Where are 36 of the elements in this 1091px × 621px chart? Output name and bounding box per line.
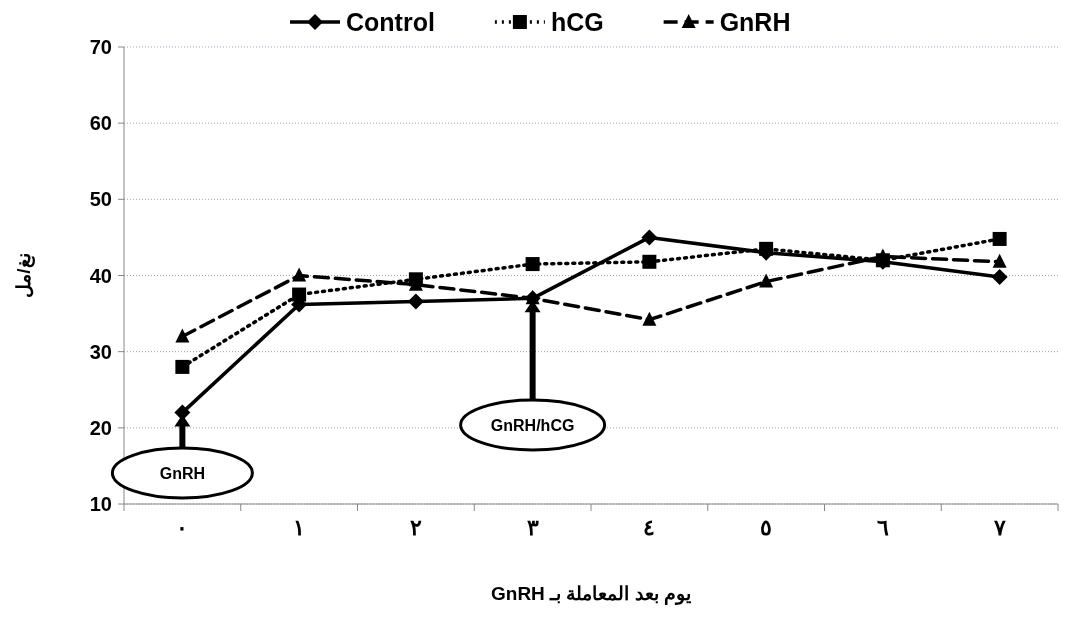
point xyxy=(992,231,1007,246)
y-tick-label: 10 xyxy=(89,493,112,515)
annotation: GnRH/hCG xyxy=(490,417,575,434)
point xyxy=(292,267,307,282)
point xyxy=(292,287,307,302)
y-tick-label: 50 xyxy=(89,188,112,211)
annotation: GnRH xyxy=(159,465,206,482)
point xyxy=(991,269,1008,286)
point xyxy=(525,257,540,272)
point xyxy=(759,273,774,288)
y-tick-label: 40 xyxy=(89,264,112,287)
x-tick-label: ٦ xyxy=(876,515,889,540)
point xyxy=(759,241,774,256)
x-tick-label: ١ xyxy=(293,515,306,540)
x-tick-label: ٤ xyxy=(643,515,656,540)
y-tick-label: 70 xyxy=(89,36,112,58)
y-tick-label: 20 xyxy=(89,416,112,439)
point xyxy=(642,254,657,269)
point xyxy=(407,293,424,310)
legend-label: GnRH xyxy=(719,8,791,36)
point xyxy=(992,253,1007,268)
legend-label: Control xyxy=(346,8,435,36)
point xyxy=(175,328,190,343)
y-axis-title: نغ/مل xyxy=(13,253,35,298)
y-tick-label: 30 xyxy=(89,340,112,363)
x-tick-label: ٣ xyxy=(526,515,539,540)
y-tick-label: 60 xyxy=(89,112,112,135)
point xyxy=(175,359,190,374)
point xyxy=(642,311,657,326)
x-tick-label: ٠ xyxy=(176,515,189,540)
legend-label: hCG xyxy=(550,8,604,36)
x-tick-label: ٢ xyxy=(409,515,422,540)
x-tick-label: ٧ xyxy=(992,515,1006,540)
point xyxy=(641,229,658,246)
x-axis-title: يوم بعد المعاملة بـ GnRH xyxy=(491,583,691,605)
x-tick-label: ٥ xyxy=(760,515,773,540)
